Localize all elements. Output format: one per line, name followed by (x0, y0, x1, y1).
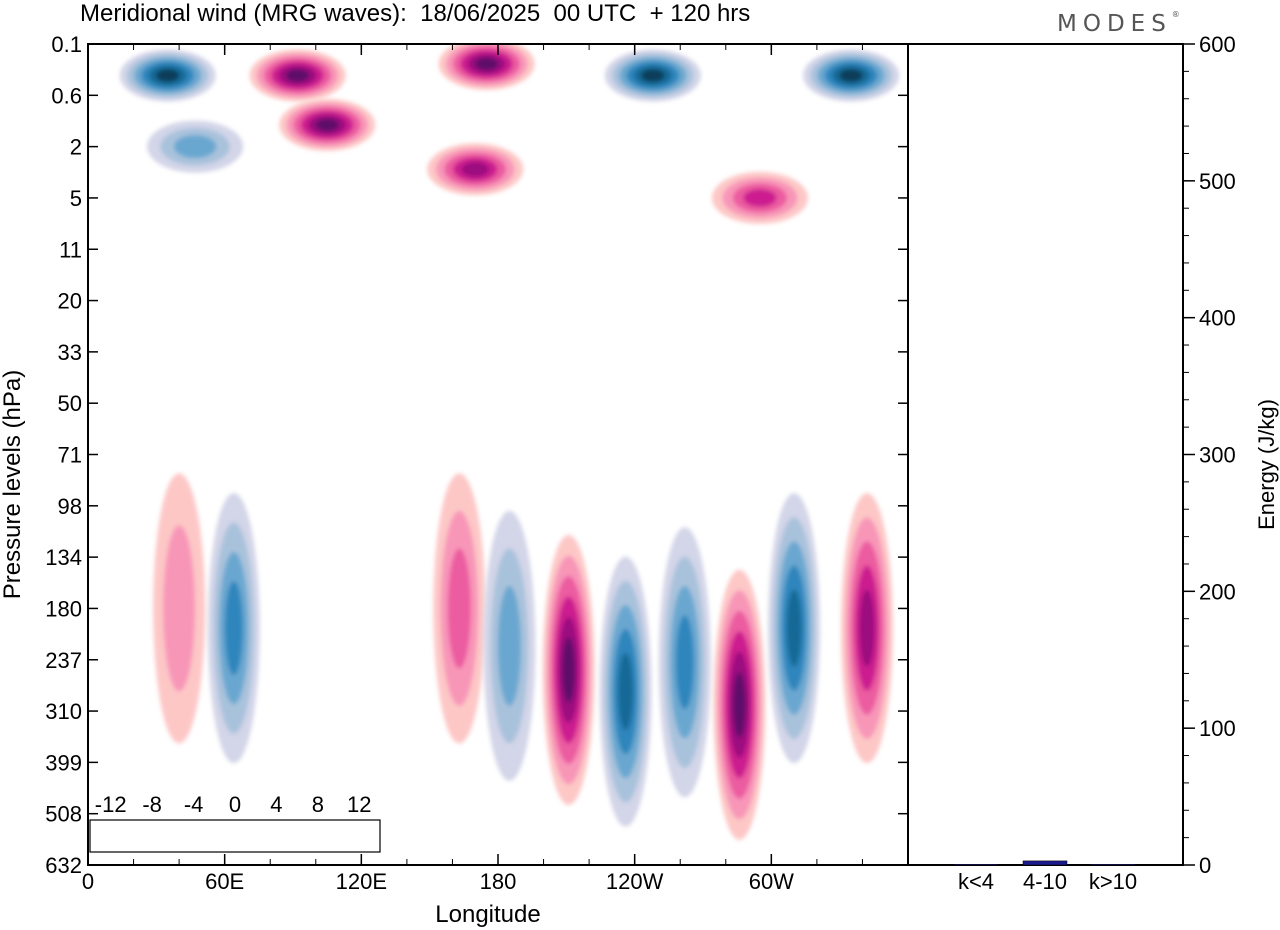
logo-text: MODES (1057, 11, 1172, 37)
y-tick-label: 237 (45, 648, 82, 673)
contour-feature (207, 493, 260, 764)
contour-level (675, 615, 694, 710)
contour-level (224, 581, 243, 676)
y-tick-label: 5 (70, 186, 82, 211)
y-tick-label: 98 (58, 494, 82, 519)
energy-bar (1022, 860, 1068, 866)
contour-feature (249, 49, 346, 102)
energy-bar (1090, 864, 1136, 866)
contour-level (497, 585, 521, 706)
x-axis-label: Longitude (435, 901, 540, 928)
x-tick-label: 180 (480, 869, 517, 894)
contour-feature (803, 49, 900, 102)
energy-frame (907, 43, 1184, 866)
contour-level (839, 69, 863, 82)
energy-tick-label: 200 (1199, 579, 1236, 604)
contour-level (562, 637, 575, 703)
y-tick-label: 2 (70, 135, 82, 160)
contour-feature (713, 569, 766, 840)
y-tick-label: 33 (58, 340, 82, 365)
colorbar-tick-label: 12 (347, 792, 371, 817)
colorbar-tick-label: -4 (184, 792, 204, 817)
contour-level (743, 188, 777, 207)
contour-feature (438, 44, 535, 90)
y-tick-label: 508 (45, 802, 82, 827)
y-tick-label: 20 (58, 289, 82, 314)
contour-feature (768, 493, 821, 764)
contour-level (173, 135, 217, 159)
y-tick-label: 134 (45, 545, 82, 570)
contour-feature (153, 473, 206, 744)
x-tick-label: 120W (606, 869, 664, 894)
contour-level (461, 161, 489, 177)
y-tick-label: 71 (58, 443, 82, 468)
colorbar-tick-label: 0 (229, 792, 241, 817)
contour-level (156, 69, 180, 82)
energy-tick-label: 300 (1199, 443, 1236, 468)
contour-level (641, 69, 665, 82)
y-tick-label: 0.1 (51, 32, 82, 57)
contour-level (618, 653, 633, 731)
x-tick-label: 60E (205, 869, 244, 894)
x-tick-label: 120E (336, 869, 387, 894)
y-axis-label: Pressure levels (hPa) (0, 370, 26, 599)
contour-level (286, 69, 310, 82)
energy-tick-label: 500 (1199, 169, 1236, 194)
contour-feature (604, 49, 701, 102)
colorbar-frame (89, 819, 381, 853)
contour-level (475, 57, 499, 71)
colorbar-tick-label: 4 (270, 792, 282, 817)
contour-feature (658, 527, 711, 798)
contour-level (859, 589, 875, 667)
contour-level (733, 672, 746, 738)
energy-axis-label: Energy (J/kg) (1254, 399, 1279, 530)
energy-bar (953, 864, 999, 866)
energy-tick-label: 0 (1199, 853, 1211, 878)
x-tick-label: 0 (82, 869, 94, 894)
energy-tick-label: 400 (1199, 306, 1236, 331)
y-tick-label: 0.6 (51, 83, 82, 108)
contour-level (315, 118, 339, 132)
y-tick-label: 50 (58, 391, 82, 416)
energy-category-label: k<4 (958, 869, 994, 894)
contour-feature (279, 98, 376, 151)
contour-feature (427, 143, 524, 196)
energy-bar-panel: 0 100 200 300 400 500 600 Energy (J/kg) k<4 4-10 k… (907, 32, 1279, 894)
y-tick-label: 11 (59, 237, 82, 262)
y-tick-label: 180 (45, 596, 82, 621)
y-tick-label: 399 (45, 750, 82, 775)
contour-level (786, 589, 802, 667)
contour-feature (542, 535, 595, 805)
contour-feature (599, 556, 652, 827)
contour-level (163, 525, 196, 692)
colorbar-tick-label: -12 (95, 792, 127, 817)
contour-level (447, 548, 471, 669)
energy-category-label: k>10 (1089, 869, 1137, 894)
colorbar: -12 -8 -4 0 4 8 12 (89, 792, 381, 853)
energy-tick-label: 600 (1199, 32, 1236, 57)
registered-mark: ® (1171, 10, 1180, 19)
colorbar-tick-label: 8 (312, 792, 324, 817)
chart-title: Meridional wind (MRG waves): 18/06/2025 … (80, 0, 751, 27)
x-tick-label: 60W (749, 869, 794, 894)
y-tick-label: 632 (45, 853, 82, 878)
modes-logo: MODES® (1057, 10, 1180, 37)
contour-feature (841, 493, 893, 764)
energy-category-label: 4-10 (1023, 869, 1067, 894)
contour-feature (119, 49, 216, 102)
contour-feature (433, 473, 486, 744)
colorbar-tick-label: -8 (142, 792, 162, 817)
energy-tick-label: 100 (1199, 716, 1236, 741)
contour-feature (147, 120, 244, 173)
contour-feature (483, 510, 536, 781)
heatmap-contours (119, 44, 900, 840)
contour-feature (711, 171, 808, 224)
y-tick-label: 310 (45, 699, 82, 724)
